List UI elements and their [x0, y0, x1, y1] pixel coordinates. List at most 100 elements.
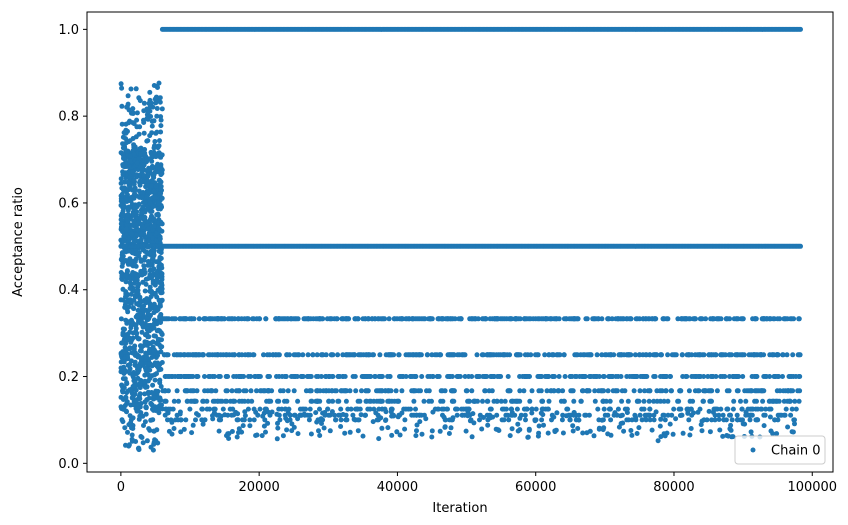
- data-point: [162, 388, 168, 394]
- data-point: [257, 406, 263, 412]
- data-point: [207, 352, 213, 358]
- data-point: [189, 388, 195, 394]
- data-point: [483, 316, 488, 322]
- data-point: [135, 368, 141, 374]
- data-point: [176, 398, 181, 404]
- data-point: [636, 425, 642, 431]
- data-point: [333, 417, 338, 423]
- data-point: [131, 402, 137, 408]
- data-point: [132, 343, 138, 349]
- data-point: [560, 388, 566, 394]
- data-point: [643, 352, 649, 358]
- data-point: [124, 399, 130, 405]
- data-point: [146, 426, 152, 432]
- data-point: [141, 423, 146, 428]
- data-point: [315, 398, 321, 404]
- data-point: [465, 409, 471, 415]
- data-point: [123, 394, 129, 400]
- data-point: [139, 329, 145, 335]
- data-point: [734, 417, 740, 423]
- data-point: [601, 374, 607, 379]
- data-point: [601, 406, 607, 412]
- data-point: [583, 316, 589, 322]
- data-point: [182, 388, 188, 394]
- data-point: [444, 406, 450, 412]
- data-point: [194, 374, 200, 379]
- data-point: [171, 352, 177, 358]
- data-point: [151, 223, 157, 229]
- data-point: [651, 417, 657, 423]
- data-point: [409, 374, 415, 379]
- data-point: [522, 352, 528, 358]
- data-point: [154, 363, 160, 369]
- data-point: [145, 109, 151, 115]
- data-point: [438, 352, 444, 358]
- data-point: [724, 388, 730, 394]
- data-point: [253, 409, 259, 415]
- data-point: [568, 388, 574, 394]
- data-point: [141, 263, 147, 269]
- x-axis: 0 20000 40000 60000 80000 100000: [117, 472, 837, 495]
- data-point: [121, 359, 127, 365]
- data-point: [286, 406, 292, 412]
- data-point: [235, 417, 241, 423]
- data-point: [596, 374, 602, 379]
- data-point: [701, 398, 706, 404]
- data-point: [429, 398, 434, 404]
- data-point: [122, 376, 128, 382]
- data-point: [793, 406, 799, 412]
- data-point: [250, 316, 256, 322]
- data-point: [126, 107, 132, 113]
- data-point: [391, 413, 397, 419]
- data-point: [129, 432, 135, 438]
- data-point: [157, 406, 162, 412]
- data-point: [731, 398, 737, 404]
- data-point: [274, 411, 280, 417]
- data-point: [529, 406, 535, 412]
- data-point: [146, 372, 152, 378]
- data-point: [724, 406, 730, 412]
- data-point: [671, 406, 677, 412]
- data-point: [366, 316, 371, 322]
- data-point: [651, 374, 657, 379]
- data-point: [120, 389, 126, 395]
- data-point: [147, 133, 153, 139]
- data-point: [254, 432, 260, 438]
- data-point: [640, 316, 646, 322]
- data-point: [193, 398, 199, 404]
- data-point: [132, 191, 138, 197]
- data-point: [120, 208, 126, 214]
- data-point: [295, 431, 301, 437]
- data-point: [386, 316, 392, 322]
- data-point: [792, 417, 797, 423]
- data-point: [247, 423, 253, 429]
- data-point: [748, 429, 754, 435]
- data-point: [132, 391, 138, 397]
- data-point: [743, 398, 749, 404]
- data-point: [123, 140, 129, 146]
- data-point: [350, 352, 356, 358]
- data-point: [629, 432, 635, 438]
- data-point: [631, 374, 637, 379]
- data-point: [399, 388, 405, 394]
- data-point: [327, 428, 333, 434]
- data-point: [448, 425, 454, 431]
- data-point: [319, 352, 325, 358]
- data-point: [348, 406, 354, 412]
- data-point: [396, 352, 402, 358]
- data-point: [155, 212, 161, 218]
- data-point: [762, 412, 768, 418]
- data-point: [784, 316, 790, 322]
- data-point: [547, 316, 553, 322]
- data-point: [212, 352, 218, 358]
- data-point: [626, 417, 632, 423]
- data-point: [754, 398, 759, 404]
- data-point: [728, 422, 734, 428]
- data-point: [755, 406, 761, 412]
- data-point: [429, 428, 435, 434]
- data-point: [150, 406, 155, 412]
- data-point: [481, 415, 486, 420]
- data-point: [138, 401, 144, 406]
- data-point: [134, 117, 140, 123]
- data-point: [151, 188, 157, 194]
